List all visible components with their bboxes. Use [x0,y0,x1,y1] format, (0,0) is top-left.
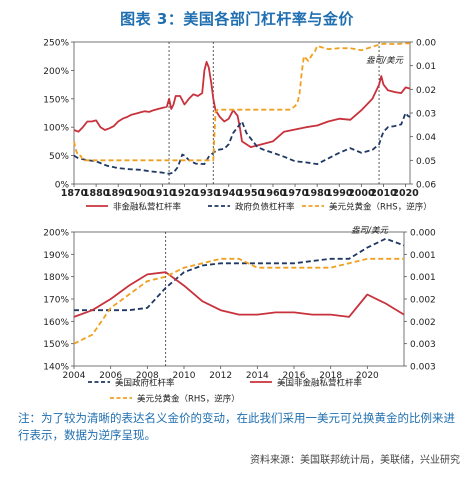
left-tick-label: 0% [55,181,70,191]
page-title: 图表 3：美国各部门杠杆率与金价 [120,10,354,28]
legend-label: 美元兑黄金（RHS，逆序） [329,202,432,213]
footnote: 注：为了较为清晰的表达名义金价的变动，在此我们采用一美元可兑换黄金的比例来进行表… [18,411,455,442]
chart-bottom: 140% 150% 160% 170% 180% 190% 200% 0.000 0.001 0.… [43,225,436,405]
x-tick-label: 2008 [136,371,159,381]
x-tick-label: 2020 [356,371,379,381]
x-tick-label: 2006 [99,371,122,381]
left-tick-label: 140% [43,363,69,373]
series-line-2 [73,112,411,175]
x-tick-label: 1890 [105,188,132,199]
right-tick-label: 0.05 [416,157,436,167]
plot-frame [73,41,411,185]
x-tick-label: 2000 [348,188,375,199]
left-tick-label: 200% [43,229,69,239]
x-tick-label: 1900 [127,188,154,199]
left-tick-label: 170% [43,296,69,306]
left-tick-label: 160% [43,318,69,328]
right-tick-label: 0.003 [410,363,436,373]
right-tick-label: 0.06 [416,181,436,191]
x-tick-label: 1930 [193,188,220,199]
x-tick-label: 2014 [246,371,269,381]
x-tick-label: 2010 [370,188,397,199]
legend-label: 政府负债杠杆率 [235,202,295,213]
x-tick-label: 2012 [209,371,232,381]
right-tick-label: 0.02 [416,86,436,96]
series-line-1 [74,237,405,312]
right-tick-label: 0.000 [410,229,436,239]
right-tick-label: 0.03 [416,110,436,120]
left-tick-label: 200% [43,67,69,77]
right-tick-label: 0.002 [410,318,436,328]
x-tick-label: 1880 [83,188,110,199]
legend-label: 美国政府杠杆率 [115,378,175,389]
x-tick-label: 2004 [63,371,86,381]
legend-label: 美国非金融私营杠杆率 [277,378,363,389]
right-tick-label: 0.00 [416,39,436,49]
x-tick-label: 1980 [304,188,331,199]
left-tick-label: 50% [49,152,69,162]
legend-label: 美元兑黄金（RHS，逆序） [137,394,240,405]
legend-label: 非金融私营杠杆率 [113,202,182,213]
right-tick-label: 0.002 [410,296,436,306]
x-tick-label: 1970 [282,188,309,199]
chart-top: 0% 50% 100% 150% 200% 250% 0.00 0.01 0.02 0.03 0.0… [43,39,436,213]
x-tick-label: 1990 [326,188,353,199]
series-line-2 [73,271,405,318]
left-tick-label: 180% [43,273,69,283]
right-tick-label: 0.001 [410,251,436,261]
source-line: 资料来源：美国联邦统计局，美联储，兴业研究 [250,455,460,466]
right-tick-label: 0.001 [410,273,436,283]
left-tick-label: 250% [43,39,69,49]
axis-unit-annotation: 盎司/美元 [351,225,389,236]
left-tick-label: 100% [43,124,69,134]
x-tick-label: 2018 [319,371,342,381]
x-tick-label: 2020 [392,188,419,199]
x-tick-label: 1950 [238,188,265,199]
x-tick-label: 2010 [173,371,196,381]
x-tick-label: 2016 [283,371,306,381]
series-line-3 [73,257,404,345]
x-tick-label: 1920 [171,188,198,199]
x-tick-label: 1940 [216,188,243,199]
right-tick-label: 0.003 [410,340,436,350]
right-tick-label: 0.04 [416,133,436,143]
left-tick-label: 190% [43,251,69,261]
right-tick-label: 0.01 [416,62,436,72]
axis-unit-annotation: 盎司/美元 [366,55,404,66]
x-tick-label: 1960 [260,188,287,199]
series-line-3 [73,42,410,162]
x-tick-label: 1870 [61,188,88,199]
x-tick-label: 1910 [149,188,176,199]
left-tick-label: 150% [43,340,69,350]
left-tick-label: 150% [43,95,69,105]
series-line-1 [73,60,411,148]
